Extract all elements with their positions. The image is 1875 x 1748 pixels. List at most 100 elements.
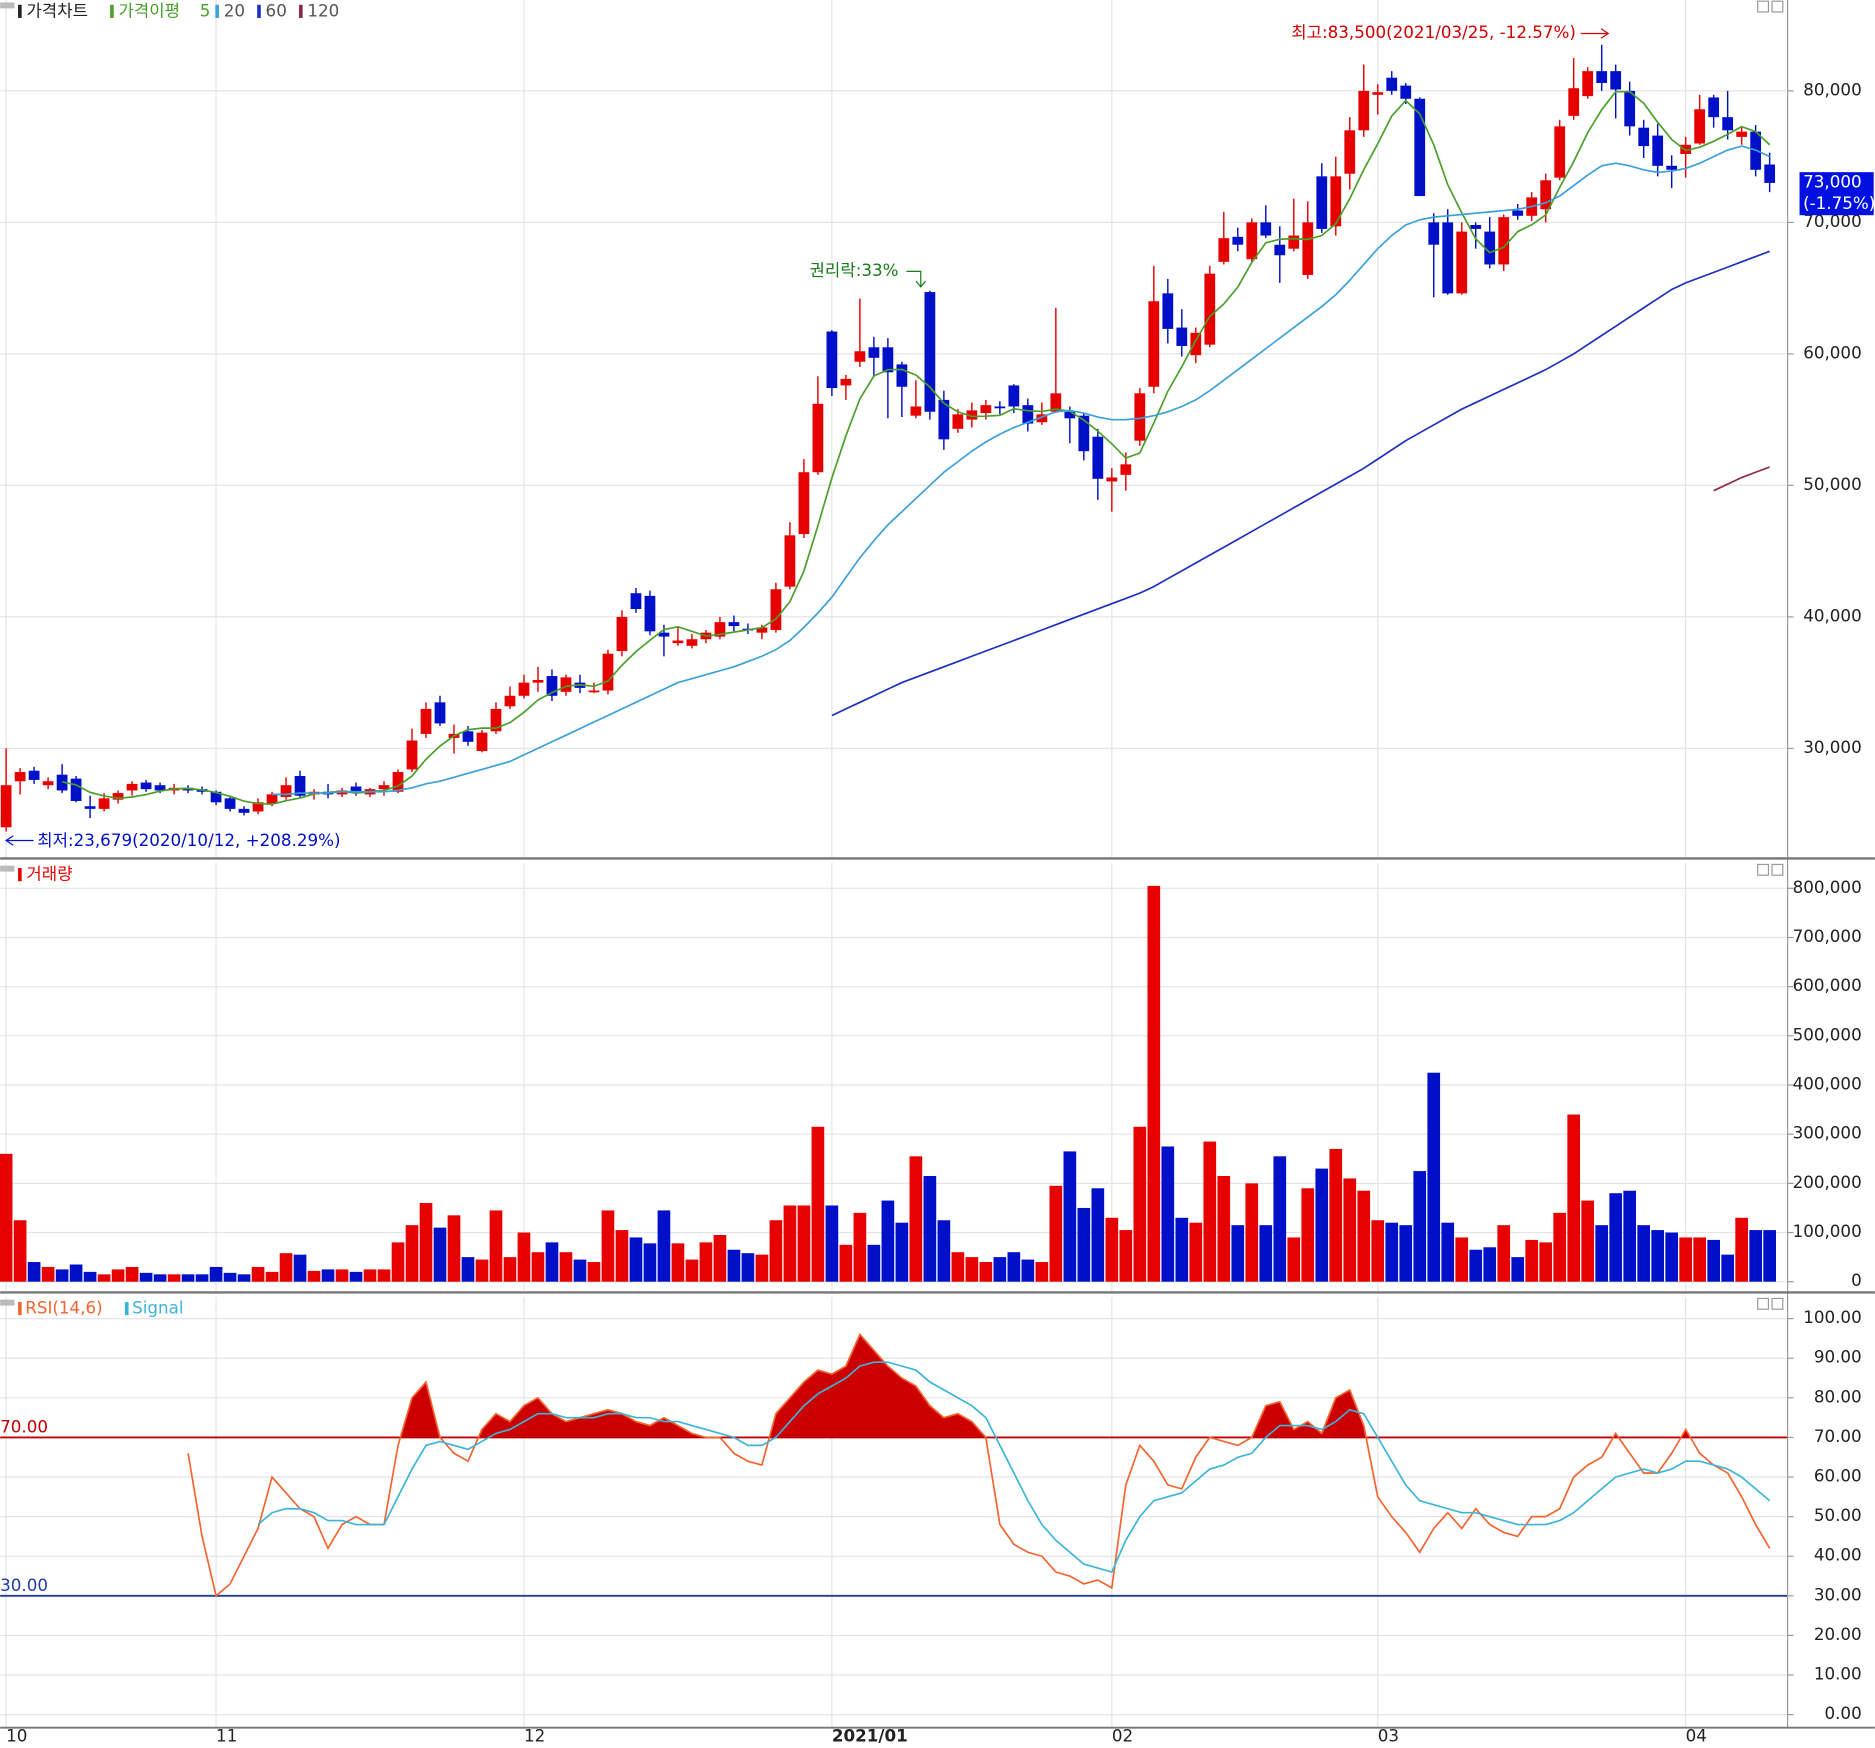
- y-tick-label: 400,000: [1793, 1074, 1862, 1094]
- volume-bar: [797, 1205, 811, 1282]
- volume-bar: [685, 1259, 699, 1282]
- candle-body: [434, 702, 446, 724]
- candle-body: [644, 595, 656, 632]
- legend-marker: [18, 1302, 22, 1316]
- close-button[interactable]: [1771, 863, 1784, 876]
- candle-body: [378, 785, 390, 790]
- volume-bar: [1469, 1249, 1483, 1282]
- x-tick-label: 2021/01: [832, 1726, 908, 1746]
- candle-body: [952, 414, 964, 429]
- y-tick-label: 300,000: [1793, 1123, 1862, 1143]
- legend-label: 5: [200, 0, 211, 20]
- low-annotation: 최저:23,679(2020/10/12, +208.29%): [37, 830, 340, 850]
- candle-body: [406, 740, 418, 770]
- volume-bar: [839, 1244, 853, 1282]
- volume-bar: [1161, 1146, 1175, 1282]
- volume-bar: [1217, 1175, 1231, 1282]
- legend-marker: [110, 4, 114, 18]
- volume-bar: [1245, 1183, 1259, 1282]
- close-button[interactable]: [1771, 0, 1784, 13]
- volume-bar: [1595, 1225, 1609, 1282]
- candle-body: [70, 778, 82, 801]
- volume-bar: [531, 1252, 545, 1282]
- volume-bar: [1567, 1114, 1581, 1282]
- level-label: 30.00: [0, 1575, 48, 1595]
- level-label: 70.00: [0, 1416, 48, 1436]
- candle-body: [1624, 90, 1636, 127]
- candle-body: [588, 690, 600, 693]
- candle-body: [112, 793, 124, 800]
- volume-bar: [1203, 1141, 1217, 1282]
- candle-body: [854, 351, 866, 362]
- high-annotation: 최고:83,500(2021/03/25, -12.57%): [1291, 22, 1576, 42]
- candle-body: [238, 808, 250, 813]
- volume-bar: [1077, 1207, 1091, 1282]
- volume-bar: [1357, 1190, 1371, 1282]
- candle-body: [546, 676, 558, 696]
- volume-bar: [895, 1222, 909, 1282]
- panel-buttons[interactable]: [1757, 0, 1784, 1310]
- candle-body: [1456, 231, 1468, 294]
- candle-body: [1288, 235, 1300, 249]
- last-price-box: [1799, 172, 1874, 216]
- candle-body: [294, 775, 306, 796]
- volume-bar: [587, 1262, 601, 1282]
- minimize-button[interactable]: [1757, 1297, 1770, 1310]
- y-tick-label: 20.00: [1814, 1624, 1862, 1644]
- volume-bar: [1609, 1193, 1623, 1282]
- candle-body: [84, 806, 96, 809]
- volume-bar: [1441, 1222, 1455, 1282]
- volume-bar: [769, 1220, 783, 1282]
- legend-marker: [18, 4, 22, 18]
- legend-title: 가격차트: [26, 0, 88, 20]
- y-tick-label: 30.00: [1814, 1584, 1862, 1604]
- volume-bar: [1455, 1237, 1469, 1282]
- legend-marker: [124, 1302, 129, 1316]
- candle-body: [1064, 411, 1076, 419]
- candle-body: [602, 653, 614, 691]
- candle-body: [840, 378, 852, 386]
- volume-bar: [1679, 1237, 1693, 1282]
- volume-bar: [41, 1266, 55, 1282]
- volume-bar: [937, 1220, 951, 1282]
- candle-body: [266, 794, 278, 804]
- x-tick-label: 03: [1378, 1726, 1399, 1746]
- legend-label: 가격이평: [118, 0, 180, 20]
- close-button[interactable]: [1771, 1297, 1784, 1310]
- candle-body: [1414, 98, 1426, 197]
- candle-body: [1036, 414, 1048, 423]
- volume-bar: [237, 1274, 251, 1282]
- legend-label: 60: [266, 0, 287, 20]
- candle-body: [42, 781, 54, 786]
- volume-bar: [867, 1244, 881, 1282]
- candle-body: [994, 406, 1006, 409]
- y-tick-label: 100.00: [1803, 1307, 1861, 1327]
- candle-body: [686, 639, 698, 646]
- candle-body: [1302, 222, 1314, 275]
- volume-bar: [1035, 1262, 1049, 1282]
- volume-bar: [433, 1227, 447, 1282]
- y-tick-label: 70,000: [1803, 211, 1861, 231]
- volume-bar: [951, 1252, 965, 1282]
- candle-body: [0, 785, 12, 828]
- volume-bar: [1721, 1254, 1735, 1282]
- legend-marker: [215, 4, 219, 18]
- volume-bar: [1749, 1230, 1762, 1282]
- legend-title: 거래량: [26, 864, 72, 884]
- minimize-button[interactable]: [1757, 0, 1770, 13]
- minimize-button[interactable]: [1757, 863, 1770, 876]
- volume-bar: [909, 1156, 923, 1282]
- candle-body: [966, 410, 978, 420]
- volume-bar: [1147, 885, 1161, 1282]
- volume-bar: [181, 1274, 195, 1282]
- y-tick-label: 10.00: [1814, 1664, 1862, 1684]
- volume-bar: [251, 1266, 265, 1282]
- rights-arrow: [906, 270, 927, 288]
- candle-body: [1666, 165, 1678, 170]
- volume-bar: [1063, 1151, 1077, 1282]
- candle-body: [28, 770, 40, 780]
- volume-bar: [573, 1259, 587, 1282]
- candle-body: [1736, 131, 1748, 137]
- candle-body: [1596, 71, 1608, 83]
- volume-bar: [1693, 1237, 1707, 1282]
